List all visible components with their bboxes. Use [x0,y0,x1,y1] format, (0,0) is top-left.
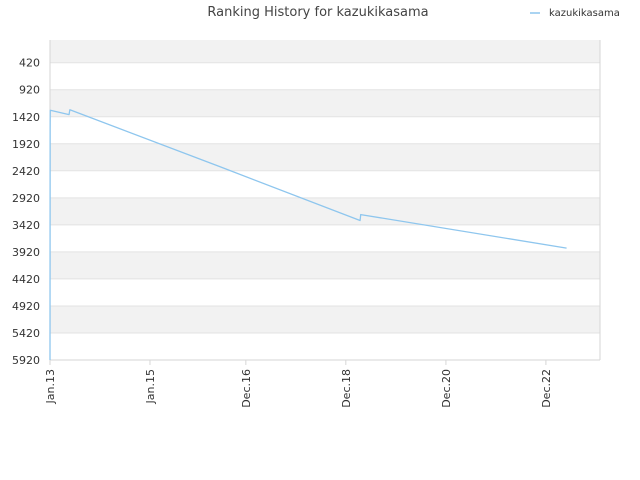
plot-band [50,197,600,225]
y-tick-label: 3920 [12,246,40,259]
plot-band [50,251,600,279]
x-tick-label: Jan.15 [144,369,157,404]
plot-bands [50,40,600,360]
legend-label: kazukikasama [549,8,620,19]
x-tick-label: Dec.16 [240,369,253,408]
series-line-kazukikasama [49,109,567,361]
y-tick-label: 1920 [12,138,40,151]
y-axis: 420 920 1420 1920 2420 2920 3420 3920 4420 4920 54… [12,57,40,367]
x-tick-label: Dec.20 [440,369,453,408]
y-tick-label: 4420 [12,273,40,286]
legend[interactable]: kazukikasama [530,8,620,19]
y-tick-label: 920 [19,84,40,97]
y-tick-label: 5920 [12,354,40,367]
y-tick-label: 4920 [12,300,40,313]
y-tick-label: 2920 [12,192,40,205]
x-tick-label: Dec.22 [540,369,553,408]
plot-band [50,40,600,63]
y-tick-label: 5420 [12,327,40,340]
x-tick-label: Dec.18 [340,369,353,408]
plot-band [50,89,600,117]
x-tick-label: Jan.13 [44,369,57,404]
series-layer [49,109,567,361]
plot-band [50,305,600,333]
y-tick-label: 2420 [12,165,40,178]
y-tick-label: 1420 [12,111,40,124]
grid-lines [49,40,601,361]
y-tick-label: 420 [19,57,40,70]
y-tick-label: 3420 [12,219,40,232]
plot-band [50,143,600,171]
chart-title: Ranking History for kazukikasama [207,5,428,20]
x-axis: Jan.13 Jan.15 Dec.16 Dec.18 Dec.20 Dec.22 [44,360,553,408]
